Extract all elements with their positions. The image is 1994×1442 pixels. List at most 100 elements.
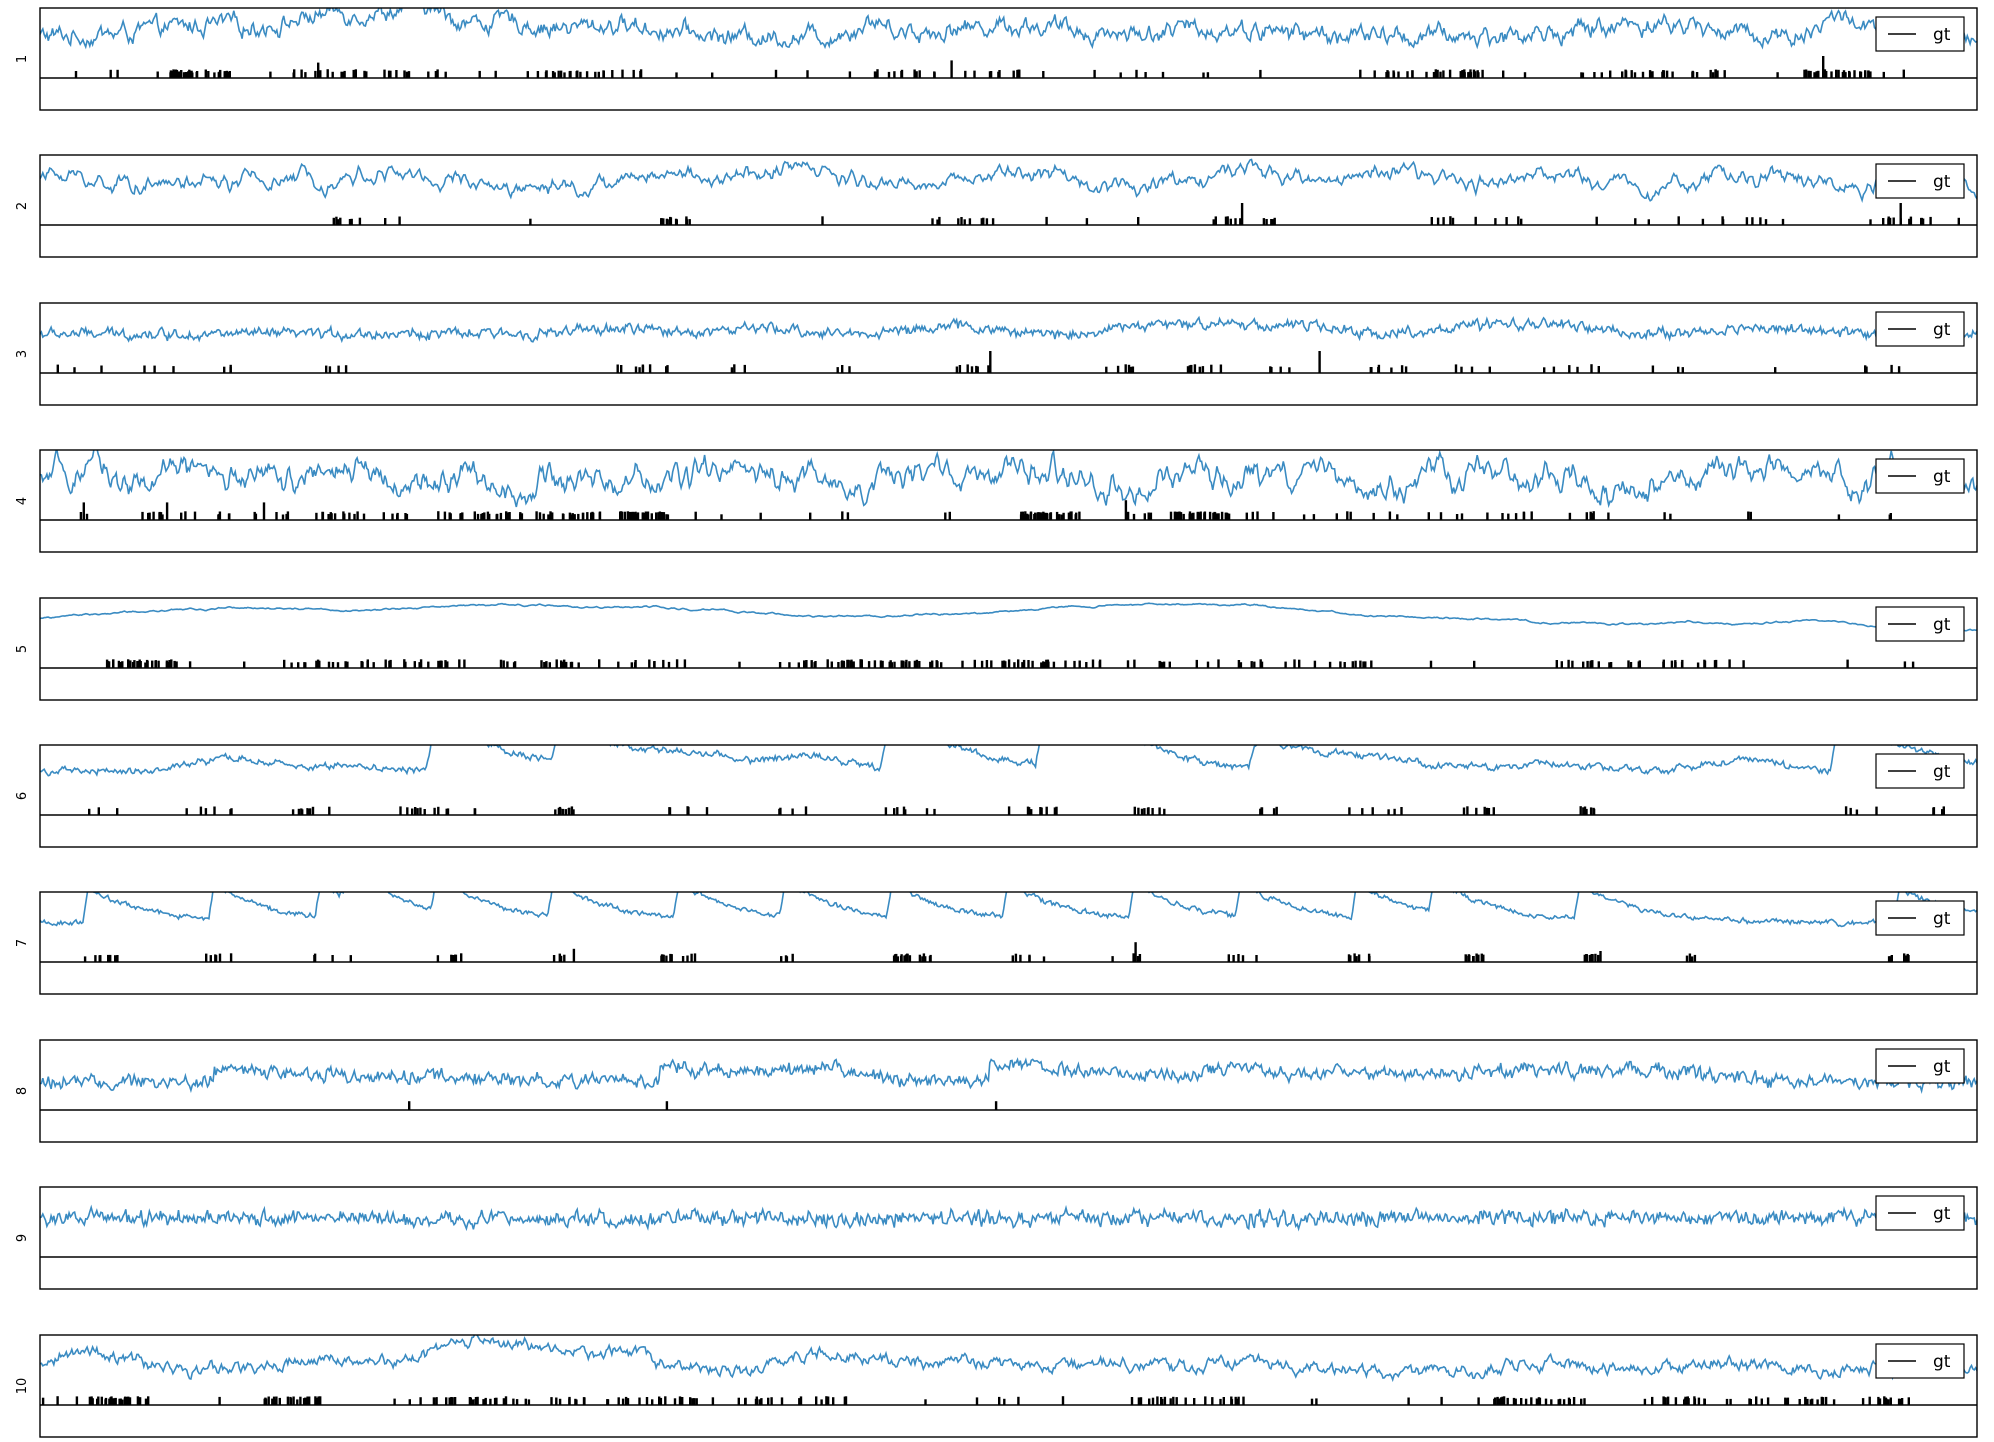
event-tick: [311, 806, 315, 815]
panel-ylabel: 8: [15, 1087, 30, 1095]
event-tick: [563, 954, 566, 962]
event-tick: [711, 72, 714, 78]
event-tick: [1055, 511, 1059, 520]
event-tick: [1725, 1398, 1729, 1405]
event-tick: [1764, 219, 1768, 225]
event-tick: [446, 808, 450, 815]
event-tick: [343, 513, 346, 520]
event-tick: [1864, 365, 1867, 373]
event-tick: [446, 661, 449, 668]
event-tick: [1239, 218, 1242, 225]
event-tick: [1188, 513, 1191, 520]
event-tick: [1253, 661, 1256, 668]
event-tick: [73, 367, 76, 373]
event-tick: [563, 659, 566, 668]
event-tick: [1842, 70, 1846, 78]
event-tick: [1042, 511, 1045, 520]
event-tick: [567, 808, 570, 815]
event-tick: [896, 956, 899, 962]
event-tick: [185, 808, 188, 815]
event-tick: [1272, 512, 1275, 520]
event-tick: [1677, 366, 1680, 373]
event-tick: [349, 955, 352, 962]
event-tick: [617, 1397, 620, 1405]
event-tick: [308, 808, 312, 815]
event-tick: [620, 511, 624, 520]
event-tick: [1897, 366, 1901, 373]
event-tick: [900, 71, 903, 78]
event-tick: [1576, 366, 1579, 373]
event-tick: [630, 662, 633, 668]
event-tick: [887, 71, 891, 78]
event-tick: [1211, 1397, 1214, 1405]
event-tick: [515, 1399, 519, 1405]
event-tick: [1502, 70, 1505, 78]
event-tick: [1250, 661, 1253, 668]
event-tick: [940, 662, 943, 668]
event-tick: [1001, 660, 1004, 668]
legend-label: gt: [1933, 25, 1951, 45]
event-tick: [1703, 660, 1707, 668]
event-tick: [594, 71, 597, 78]
event-tick: [1691, 70, 1694, 78]
event-tick: [1485, 807, 1489, 815]
event-tick: [784, 955, 788, 962]
event-tick: [558, 1398, 562, 1405]
event-tick: [848, 366, 851, 373]
event-tick: [738, 661, 741, 668]
legend: gt: [1875, 1195, 1965, 1231]
event-tick: [1098, 661, 1101, 668]
event-tick: [1175, 1397, 1178, 1405]
event-tick: [1803, 69, 1806, 78]
event-tick: [1439, 512, 1443, 520]
event-tick: [1494, 218, 1497, 225]
event-tick: [190, 70, 193, 78]
event-tick: [1315, 1398, 1318, 1405]
event-tick: [79, 512, 83, 520]
event-tick: [154, 660, 157, 668]
event-tick: [624, 1396, 628, 1405]
event-tick: [207, 71, 210, 78]
event-tick: [1442, 70, 1445, 78]
event-tick: [469, 1397, 472, 1405]
event-tick: [968, 218, 972, 225]
event-tick: [1371, 807, 1374, 815]
event-tick: [1132, 953, 1135, 962]
event-tick: [391, 513, 394, 520]
event-tick: [1571, 660, 1574, 668]
event-tick: [1353, 953, 1356, 962]
event-tick: [1580, 1398, 1583, 1405]
event-tick: [1136, 956, 1140, 962]
event-tick: [1279, 366, 1282, 373]
event-tick: [559, 70, 563, 78]
event-tick: [100, 1396, 103, 1405]
event-tick: [1411, 70, 1414, 78]
event-tick: [906, 953, 909, 962]
event-tick: [1390, 367, 1393, 373]
event-tick: [780, 1397, 784, 1405]
event-tick: [896, 807, 899, 815]
event-tick: [1630, 70, 1633, 78]
event-tick: [1859, 71, 1862, 78]
panel-ylabel: 5: [15, 645, 30, 653]
event-tick: [360, 661, 363, 668]
event-tick: [398, 216, 401, 225]
event-tick: [841, 511, 844, 520]
event-tick: [1156, 1396, 1159, 1405]
event-tick: [638, 1397, 641, 1405]
event-tick: [780, 956, 783, 962]
series-line-gt-panel-10: [40, 1335, 1977, 1383]
event-tick: [810, 660, 813, 668]
event-tick: [384, 659, 387, 668]
event-tick: [668, 807, 672, 815]
event-tick: [598, 511, 602, 520]
event-tick: [444, 71, 447, 78]
event-tick: [922, 953, 926, 962]
event-tick: [565, 661, 568, 668]
event-tick: [1713, 660, 1717, 668]
event-tick: [1240, 203, 1244, 225]
axes-frame: [39, 891, 1978, 995]
event-tick: [193, 511, 197, 520]
event-tick: [998, 70, 1001, 78]
event-tick: [1501, 1396, 1504, 1405]
